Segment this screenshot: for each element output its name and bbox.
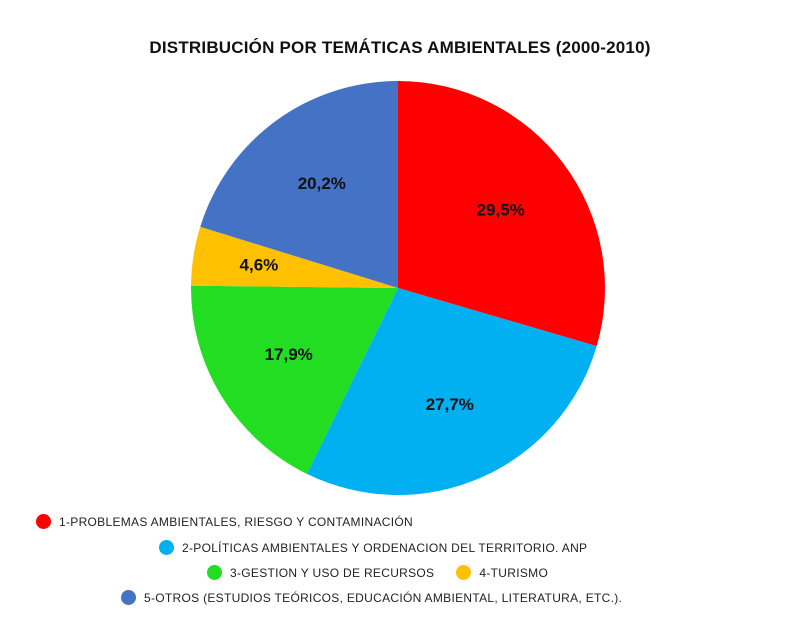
- legend-item-2: 2-POLÍTICAS AMBIENTALES Y ORDENACION DEL…: [159, 540, 587, 555]
- pie-slice-label-5: 20,2%: [298, 174, 346, 193]
- legend-item-4: 4-TURISMO: [456, 565, 548, 580]
- pie-slice-1: [398, 81, 605, 347]
- legend-label-5: 5-OTROS (ESTUDIOS TEÓRICOS, EDUCACIÓN AM…: [144, 590, 623, 605]
- pie-slice-label-3: 17,9%: [265, 345, 313, 364]
- legend-row-3: 3-GESTION Y USO DE RECURSOS 4-TURISMO: [207, 565, 548, 580]
- legend-label-3: 3-GESTION Y USO DE RECURSOS: [230, 565, 435, 580]
- chart-title: DISTRIBUCIÓN POR TEMÁTICAS AMBIENTALES (…: [149, 38, 651, 57]
- pie-slice-5: [200, 81, 398, 288]
- legend-row-4: 5-OTROS (ESTUDIOS TEÓRICOS, EDUCACIÓN AM…: [121, 590, 622, 605]
- legend-item-3: 3-GESTION Y USO DE RECURSOS: [207, 565, 434, 580]
- pie-slice-label-2: 27,7%: [426, 395, 474, 414]
- legend-item-5: 5-OTROS (ESTUDIOS TEÓRICOS, EDUCACIÓN AM…: [121, 590, 622, 605]
- legend-swatch-2: [159, 540, 174, 555]
- pie-slice-label-1: 29,5%: [477, 200, 525, 219]
- legend-label-4: 4-TURISMO: [479, 565, 549, 580]
- legend-item-1: 1-PROBLEMAS AMBIENTALES, RIESGO Y CONTAM…: [36, 514, 413, 529]
- pie-slice-label-4: 4,6%: [240, 256, 279, 275]
- legend-row-2: 2-POLÍTICAS AMBIENTALES Y ORDENACION DEL…: [159, 540, 587, 555]
- pie-slice-2: [306, 288, 597, 495]
- pie-slice-3: [190, 285, 398, 474]
- legend-swatch-4: [456, 565, 472, 580]
- legend-label-1: 1-PROBLEMAS AMBIENTALES, RIESGO Y CONTAM…: [59, 514, 413, 529]
- legend-row-1: 1-PROBLEMAS AMBIENTALES, RIESGO Y CONTAM…: [36, 514, 413, 529]
- legend-label-2: 2-POLÍTICAS AMBIENTALES Y ORDENACION DEL…: [182, 540, 588, 555]
- legend-swatch-3: [207, 565, 222, 580]
- legend-swatch-1: [36, 514, 51, 529]
- pie-slice-labels: 29,5% 27,7% 17,9% 4,6% 20,2%: [240, 174, 525, 414]
- pie-slice-4: [191, 226, 398, 288]
- legend-swatch-5: [121, 590, 136, 605]
- pie-slices: [190, 81, 605, 495]
